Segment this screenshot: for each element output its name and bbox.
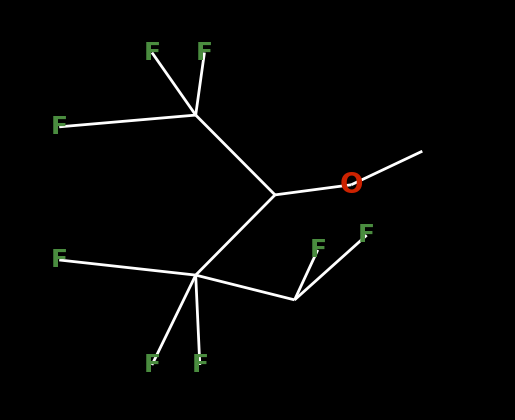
- Text: F: F: [191, 353, 209, 377]
- Text: F: F: [143, 353, 161, 377]
- Text: F: F: [196, 40, 213, 65]
- Text: F: F: [358, 223, 375, 247]
- Text: F: F: [309, 238, 327, 262]
- Text: F: F: [50, 248, 68, 272]
- Text: F: F: [143, 40, 161, 65]
- Text: O: O: [339, 171, 363, 199]
- Text: F: F: [50, 115, 68, 139]
